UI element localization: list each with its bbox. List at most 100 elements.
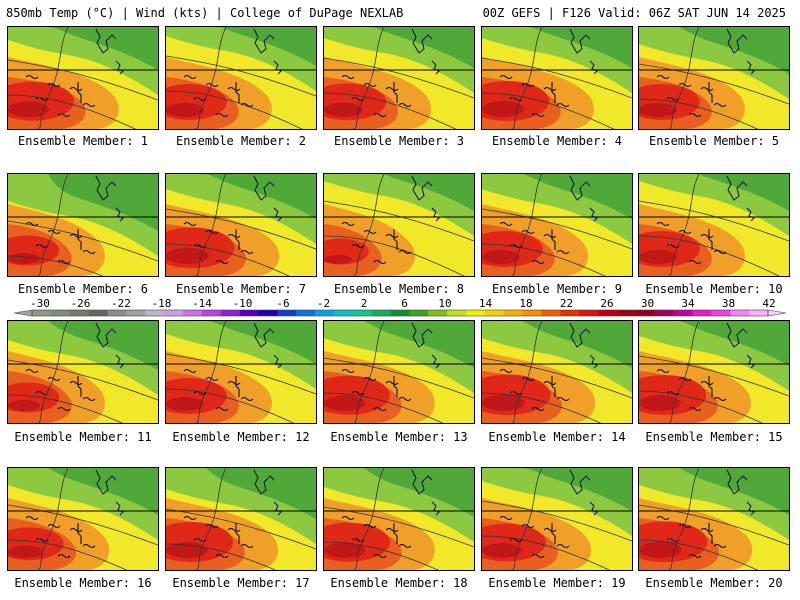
ensemble-member-map [323,173,475,277]
colorbar-swatch [201,310,222,316]
colorbar-swatch [484,310,505,316]
colorbar-swatch [296,310,316,316]
ensemble-member-label: Ensemble Member: 6 [17,282,149,296]
colorbar-tick-label: 2 [361,297,368,310]
ensemble-member-label: Ensemble Member: 13 [330,430,468,444]
ensemble-member-map [323,467,475,571]
colorbar-swatch [50,310,71,316]
colorbar-swatch [239,310,259,316]
ensemble-member-label: Ensemble Member: 14 [488,430,626,444]
ensemble-member-map [165,173,317,277]
colorbar-tick-label: -26 [71,297,91,310]
ensemble-member-map [481,467,633,571]
colorbar-swatch [654,310,674,316]
colorbar-swatch [69,310,89,316]
colorbar-swatch [466,310,486,316]
ensemble-member-map [165,26,317,130]
colorbar-swatch [522,310,542,316]
colorbar-tick-label: -30 [30,297,50,310]
temperature-colorbar: -30 -26 -22 -18 -14 -10 -6 -2 2 6 10 14 18 22 26 30 34 38… [13,297,787,317]
ensemble-member-label: Ensemble Member: 19 [488,576,626,590]
colorbar-tick-label: -6 [276,297,289,310]
colorbar-swatch [409,310,429,316]
ensemble-member-map [638,173,790,277]
ensemble-member-label: Ensemble Member: 12 [172,430,310,444]
ensemble-member-map [638,320,790,424]
ensemble-member-label: Ensemble Member: 20 [645,576,783,590]
colorbar-tick-label: -18 [152,297,172,310]
colorbar-swatch [598,310,618,316]
colorbar-swatch [447,310,467,316]
ensemble-member-label: Ensemble Member: 9 [491,282,623,296]
ensemble-member-map [638,467,790,571]
colorbar-swatch [428,310,448,316]
colorbar-swatch [635,310,656,316]
ensemble-member-map [7,173,159,277]
colorbar-swatch [617,310,637,316]
colorbar-tick-label: -10 [233,297,253,310]
ensemble-member-map [481,26,633,130]
ensemble-member-label: Ensemble Member: 15 [645,430,783,444]
ensemble-member-label: Ensemble Member: 1 [17,134,149,148]
colorbar-tick-label: 38 [722,297,735,310]
colorbar-swatch [390,310,410,316]
colorbar-swatch [32,310,52,316]
ensemble-member-label: Ensemble Member: 3 [333,134,465,148]
colorbar-tick-label: 18 [519,297,532,310]
colorbar-swatch [749,310,769,316]
colorbar-max-arrow [767,309,787,317]
colorbar-tick-label: -22 [111,297,131,310]
colorbar-swatch [503,310,523,316]
colorbar-tick-label: 34 [681,297,695,310]
colorbar-swatch [182,310,203,316]
colorbar-swatch [730,310,750,316]
ensemble-member-label: Ensemble Member: 5 [648,134,780,148]
ensemble-member-map [481,320,633,424]
colorbar-tick-label: 14 [479,297,493,310]
model-run-valid-time: 00Z GEFS | F126 Valid: 06Z SAT JUN 14 20… [482,6,786,20]
colorbar-swatch [164,310,184,316]
ensemble-member-label: Ensemble Member: 2 [175,134,307,148]
colorbar-tick-label: 10 [438,297,451,310]
colorbar-swatch [352,310,372,316]
colorbar-min-arrow [13,309,33,317]
colorbar-swatch [673,310,693,316]
ensemble-member-map [7,320,159,424]
colorbar-tick-label: 42 [762,297,775,310]
colorbar-tick-label: 6 [401,297,408,310]
colorbar-swatch [126,310,146,316]
ensemble-member-label: Ensemble Member: 7 [175,282,307,296]
ensemble-member-label: Ensemble Member: 11 [14,430,152,444]
colorbar-swatch [579,310,599,316]
ensemble-member-map [481,173,633,277]
colorbar-swatch [711,310,731,316]
colorbar-swatch [333,310,354,316]
colorbar-swatch [277,310,297,316]
ensemble-member-map [7,26,159,130]
ensemble-member-label: Ensemble Member: 16 [14,576,152,590]
ensemble-member-label: Ensemble Member: 17 [172,576,310,590]
colorbar-swatch [107,310,127,316]
colorbar-tick-label: -14 [192,297,212,310]
colorbar-swatch [692,310,712,316]
colorbar-tick-label: -2 [317,297,330,310]
colorbar-swatch [371,310,391,316]
colorbar-tick-label: 22 [560,297,573,310]
colorbar-swatch [220,310,240,316]
colorbar-tick-label: 30 [641,297,654,310]
ensemble-member-map [7,467,159,571]
colorbar-swatch [258,310,278,316]
ensemble-member-label: Ensemble Member: 18 [330,576,468,590]
ensemble-member-label: Ensemble Member: 8 [333,282,465,296]
chart-title: 850mb Temp (°C) | Wind (kts) | College o… [6,6,404,20]
ensemble-member-map [165,320,317,424]
ensemble-member-map [323,320,475,424]
colorbar-swatch [88,310,108,316]
ensemble-member-label: Ensemble Member: 4 [491,134,623,148]
colorbar-swatch [315,310,335,316]
ensemble-member-map [323,26,475,130]
ensemble-member-label: Ensemble Member: 10 [645,282,783,296]
colorbar-swatch [145,310,165,316]
ensemble-member-map [165,467,317,571]
ensemble-member-map [638,26,790,130]
